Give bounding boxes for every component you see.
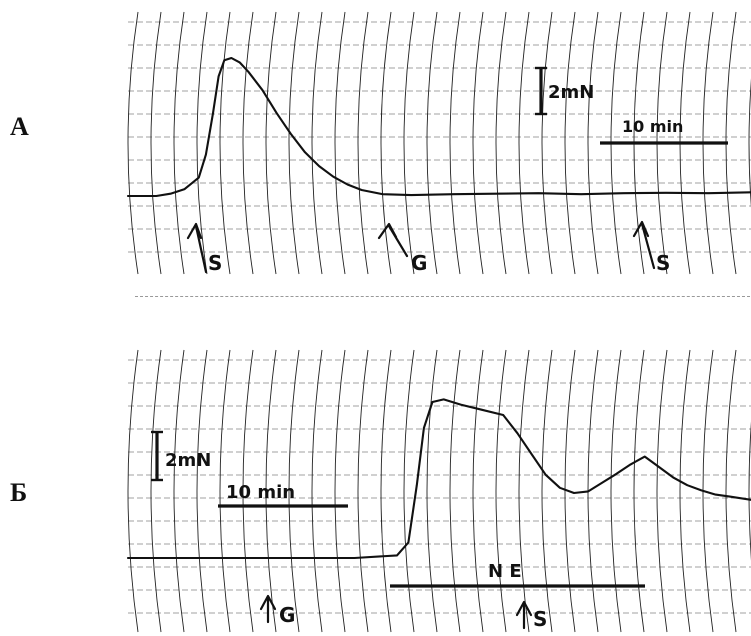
panel-a-grid-v-line [403,11,415,275]
panel-b-grid-v-line [564,349,576,633]
tension-trace-a [126,56,751,198]
panel-a-grid-v-line [564,11,576,275]
chart-paper-grid-a [127,11,751,275]
trace-panel-a: 2mN 10 min S G S [126,11,751,275]
panel-a-grid-v-line [449,11,461,275]
force-scale-label-a: 2mN [548,82,594,103]
event-label-a-3: S [656,251,670,275]
time-scale-label-a: 10 min [622,117,683,136]
panel-b-grid-v-line [357,349,369,633]
panel-b-grid-v-line [495,349,507,633]
panel-a-grid-v-line [242,11,254,275]
panel-a-grid-v-line [380,11,392,275]
panel-a-grid-v-line [265,11,277,275]
tension-trace-b [126,398,751,560]
panel-b-grid-v-line [748,421,751,561]
panel-b-grid-v-line [334,349,346,633]
panel-a-grid-v-line [219,11,231,275]
panel-a-grid-v-line [357,11,369,275]
panel-a-grid-v-line [150,11,162,275]
event-arrow-a-2: G [377,222,427,275]
panel-b-grid-v-line [679,349,691,633]
force-scale-label-b: 2mN [165,450,211,471]
event-label-a-2: G [411,251,427,275]
panel-b-grid-v-line [150,349,162,633]
panel-a-grid-v-line [541,11,553,275]
interval-label-b: N E [488,561,522,582]
panel-b-grid-v-line [127,349,139,633]
panel-a-grid-v-line [495,11,507,275]
panel-a-grid-v-line [173,11,185,275]
panel-b-grid-v-line [219,349,231,633]
panel-b-grid-v-line [725,349,737,633]
panel-b-grid-v-line [541,349,553,633]
panel-b-grid-v-line [518,349,530,633]
panel-a-grid-v-line [311,11,323,275]
panel-b-grid-v-line [196,349,208,633]
trace-panel-b: 2mN 10 min N E G S [126,349,751,633]
panel-a-grid-v-line [587,11,599,275]
panel-a-grid-v-line [288,11,300,275]
event-arrow-a-1: S [186,222,222,275]
event-arrow-b-2: S [515,600,547,631]
event-arrow-b-1: G [259,594,295,627]
panel-b-grid-v-line [242,349,254,633]
panel-a-grid-v-line [196,11,208,275]
panel-b-grid-v-line [633,349,645,633]
panel-b-grid-v-line [472,349,484,633]
panel-b-grid-v-line [449,349,461,633]
panel-a-grid-v-line [748,78,751,208]
panel-b-grid-v-line [656,349,668,633]
event-label-b-1: G [279,603,295,627]
panel-b-grid-v-line [426,349,438,633]
panel-b-grid-v-line [311,349,323,633]
panel-b-grid-v-line [403,349,415,633]
panel-a-grid-v-line [472,11,484,275]
time-scale-label-b: 10 min [226,482,295,503]
panel-label-a: А [10,112,29,141]
panel-a-grid-v-line [426,11,438,275]
panel-b-grid-v-line [265,349,277,633]
event-label-b-2: S [533,607,547,631]
chart-paper-grid-b [127,349,751,633]
event-arrow-a-3: S [632,220,670,275]
panel-b-grid-v-line [610,349,622,633]
panel-b-grid-v-line [288,349,300,633]
panel-label-b: Б [10,478,28,507]
panel-a-grid-v-line [127,11,139,275]
event-label-a-1: S [208,251,222,275]
panel-a-grid-v-line [518,11,530,275]
panel-b-grid-v-line [173,349,185,633]
panel-b-grid-v-line [380,349,392,633]
panel-a-grid-v-line [334,11,346,275]
panel-separator [135,296,750,297]
